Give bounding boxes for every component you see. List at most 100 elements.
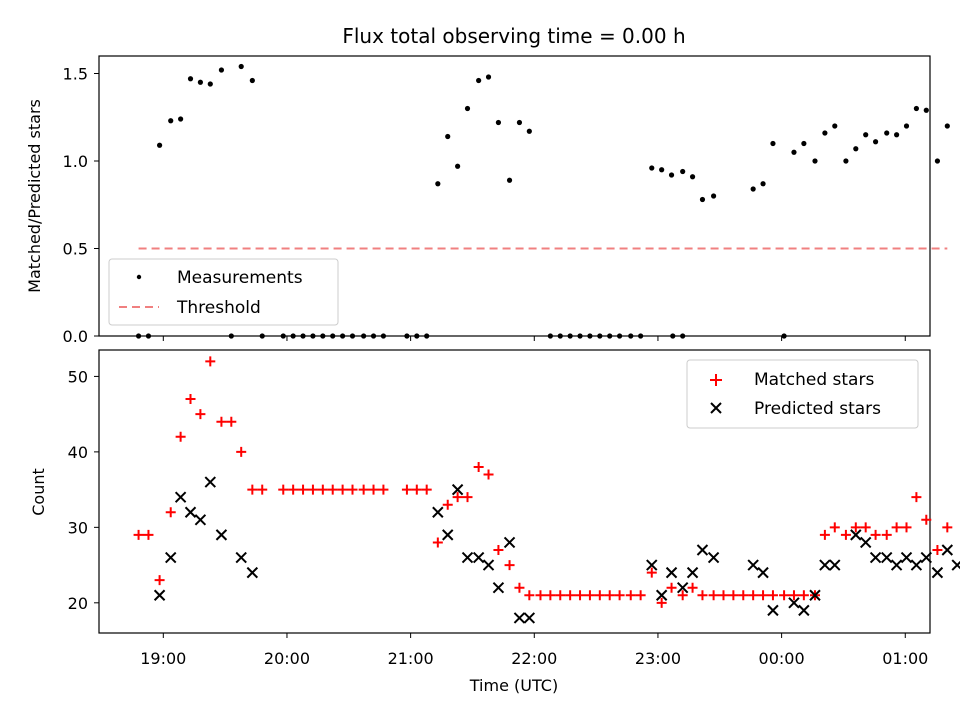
matched-star-point [378,484,389,495]
predicted-star-point [951,559,960,571]
predicted-star-point [153,589,166,601]
matched-star-point [718,590,729,601]
matched-star-point [288,484,299,495]
measurement-point [259,333,265,339]
measurement-point [516,119,523,126]
measurement-point [812,158,818,164]
measurement-point [300,333,306,339]
measurement-point [156,142,163,148]
matched-star-point [911,492,922,503]
matched-star-point [504,560,515,571]
top-y-axis-label: Matched/Predicted stars [25,99,44,293]
bottom-y-tick-label: 50 [68,367,88,386]
x-tick-label: 00:00 [759,649,805,668]
measurement-point [435,181,441,187]
matched-star-point [278,484,289,495]
measurement-point [607,333,613,339]
matched-star-point [368,484,379,495]
measurement-point [853,146,859,152]
predicted-star-point [523,612,536,624]
top-marks [135,63,950,339]
top-panel: Matched/Predicted stars 0.0 0.5 1.0 1.5 Mea… [25,55,950,346]
measurement-point [445,133,451,140]
bottom-marks [133,356,960,624]
matched-star-point [656,597,667,608]
measurement-point [424,333,430,339]
top-legend: Measurements Threshold [108,258,339,326]
predicted-star-point [767,604,779,617]
predicted-star-point [686,566,699,579]
matched-star-point [708,590,719,601]
predicted-star-point [829,559,841,571]
matched-star-point [788,590,799,601]
top-y-tick-label: 0.0 [63,327,88,346]
measurement-point [228,333,234,339]
legend-predicted-label: Predicted stars [754,399,881,419]
predicted-star-point [204,476,217,488]
predicted-star-point [920,551,932,564]
measurement-point [617,333,623,339]
top-y-tick-label: 1.0 [63,152,88,171]
predicted-star-point [850,529,862,541]
matched-star-point [594,590,605,601]
top-x-ticks [162,336,906,341]
measurement-point [597,333,603,339]
matched-star-point [819,529,830,540]
matched-star-point [226,416,237,427]
matched-star-point [216,416,227,427]
measurement-point [178,116,184,122]
matched-star-point [165,507,176,518]
measurement-point [638,333,644,339]
matched-star-point [565,590,576,601]
matched-star-point [358,484,369,495]
matched-star-point [798,590,809,601]
legend-matched-marker [710,374,722,386]
measurement-point [649,165,655,171]
measurement-point [843,158,849,164]
x-axis-label: Time (UTC) [469,676,558,695]
predicted-star-point [910,559,923,571]
matched-star-point [646,567,657,578]
matched-star-point [942,522,953,533]
measurement-point [330,333,336,339]
predicted-star-point [809,589,821,601]
matched-star-point [317,484,328,495]
measurement-point [923,107,929,113]
measurement-point [455,163,461,169]
matched-star-point [483,469,494,480]
bottom-y-ticks: 20 30 40 50 [68,367,99,613]
predicted-star-point [696,544,709,556]
top-plot-area [98,55,931,337]
matched-star-point [535,590,546,601]
measurement-point [913,105,919,112]
matched-star-point [411,484,422,495]
predicted-star-point [184,506,197,518]
measurement-point [659,167,665,173]
measurement-point [822,130,828,136]
measurement-point [135,333,142,339]
top-y-tick-label: 0.5 [63,240,88,259]
measurement-point [567,333,573,339]
measurement-point [670,333,676,339]
measurement-point [340,333,346,339]
predicted-star-point [655,589,668,601]
predicted-star-point [931,566,944,579]
matched-star-point [432,537,443,548]
matched-star-point [514,582,525,593]
bottom-y-tick-label: 40 [68,443,88,462]
matched-star-point [748,590,759,601]
matched-star-point [462,492,473,503]
matched-star-point [347,484,358,495]
predicted-star-point [235,551,247,564]
measurement-point [506,177,513,183]
matched-star-point [901,522,912,533]
matched-star-point [860,522,871,533]
bottom-plot-area [98,349,931,634]
measurement-point [380,333,387,339]
measurement-point [464,105,471,112]
measurement-point [476,77,482,84]
predicted-star-point [707,551,720,564]
matched-star-point [327,484,338,495]
predicted-star-point [461,551,474,564]
